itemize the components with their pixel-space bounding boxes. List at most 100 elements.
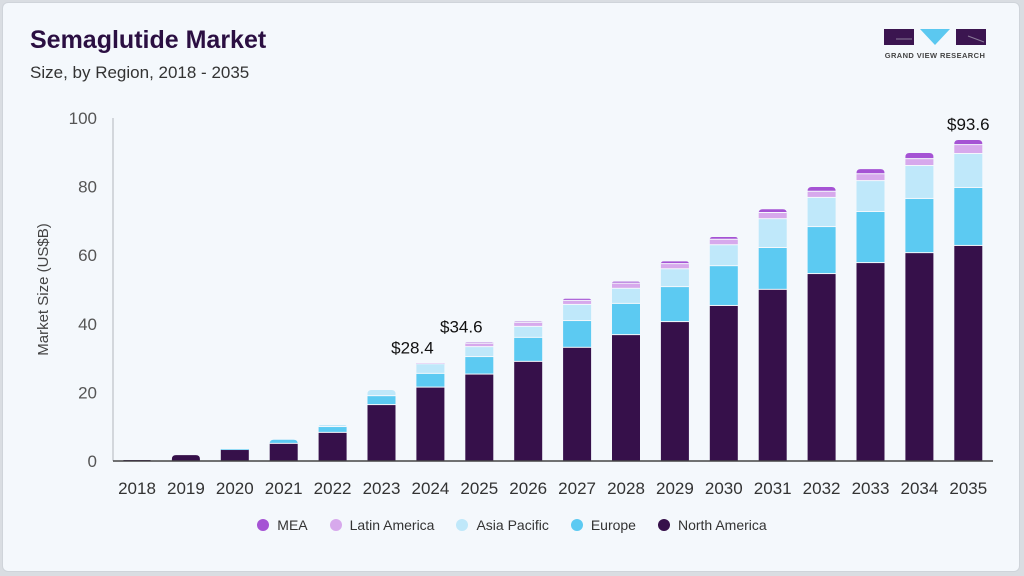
bar-segment-europe (367, 396, 396, 405)
legend-swatch-icon (456, 519, 469, 531)
bar-segment-asia-pacific (905, 166, 934, 198)
bar-segment-latin-america (416, 363, 445, 365)
legend-item-north-america[interactable]: North America (657, 517, 767, 533)
legend-label: Asia Pacific (476, 517, 549, 533)
data-label-total: $34.6 (440, 317, 483, 336)
x-tick-label: 2034 (900, 479, 938, 498)
bar-segment-latin-america (856, 174, 885, 181)
bar-segment-north-america (269, 443, 298, 461)
x-tick-label: 2020 (216, 479, 254, 498)
bar-segment-europe (612, 303, 640, 335)
legend-swatch-icon (329, 519, 342, 531)
bar-segment-asia-pacific (660, 269, 689, 287)
bar-segment-north-america (954, 245, 983, 461)
y-tick-label: 100 (69, 109, 97, 128)
bar-segment-latin-america (612, 283, 640, 288)
bar-segment-europe (416, 373, 445, 387)
bar-segment-mea (905, 152, 934, 159)
x-tick-label: 2027 (558, 479, 596, 498)
bar-segment-north-america (416, 387, 445, 461)
bar-segment-latin-america (954, 145, 983, 154)
chart-title: Semaglutide Market (30, 26, 267, 54)
bar-segment-north-america (514, 361, 543, 461)
legend-item-asia-pacific[interactable]: Asia Pacific (456, 517, 549, 533)
bar-segment-latin-america (563, 300, 592, 304)
bar-segment-europe (758, 247, 787, 289)
bar-segment-north-america (807, 274, 836, 461)
bar-segment-europe (465, 357, 494, 374)
bar-segment-latin-america (807, 191, 836, 197)
x-tick-label: 2031 (754, 479, 792, 498)
bar-segment-north-america (465, 374, 494, 461)
bar-segment-north-america (856, 263, 885, 461)
y-tick-label: 80 (78, 178, 97, 197)
logo-mark-icon (884, 29, 986, 45)
legend-label: Europe (590, 517, 636, 533)
bar-segment-mea (954, 139, 983, 145)
legend: MEA Latin America Asia Pacific Europe North … (0, 517, 1024, 533)
legend-label: MEA (277, 517, 308, 533)
bar-segment-asia-pacific (709, 245, 738, 266)
legend-item-europe[interactable]: Europe (570, 517, 636, 533)
bar-segment-europe (514, 337, 543, 361)
bar-segment-asia-pacific (563, 304, 592, 321)
bar-segment-europe (954, 187, 983, 245)
data-label-total: $93.6 (947, 115, 990, 134)
legend-swatch-icon (570, 519, 583, 531)
bar-segment-asia-pacific (416, 364, 445, 373)
bar-segment-asia-pacific (954, 154, 983, 187)
bar-segment-north-america (612, 335, 640, 461)
x-tick-label: 2025 (460, 479, 498, 498)
x-tick-label: 2028 (607, 479, 645, 498)
y-tick-label: 0 (88, 452, 97, 471)
grand-view-research-logo: GRAND VIEW RESEARCH (884, 28, 986, 60)
x-tick-label: 2030 (705, 479, 743, 498)
y-tick-label: 20 (78, 383, 97, 402)
legend-item-mea[interactable]: MEA (257, 517, 308, 533)
bar-segment-mea (660, 261, 689, 265)
x-tick-label: 2023 (363, 479, 401, 498)
bar-segment-north-america (660, 322, 689, 461)
bar-segment-latin-america (709, 239, 738, 245)
x-tick-label: 2029 (656, 479, 694, 498)
bar-segment-north-america (905, 253, 934, 461)
chart-subtitle: Size, by Region, 2018 - 2035 (30, 63, 250, 82)
data-label-total: $28.4 (391, 339, 434, 358)
logo-text: GRAND VIEW RESEARCH (884, 51, 986, 60)
y-tick-label: 60 (78, 246, 97, 265)
bar-segment-latin-america (660, 264, 689, 269)
legend-swatch-icon (657, 519, 670, 531)
y-tick-label: 40 (78, 315, 97, 334)
bar-segment-europe (807, 227, 836, 274)
bar-segment-asia-pacific (465, 347, 494, 357)
bar-segment-mea (856, 169, 885, 174)
bar-segment-mea (758, 209, 787, 214)
bar-segment-latin-america (758, 213, 787, 219)
bar-segment-asia-pacific (807, 197, 836, 227)
bar-segment-europe (269, 439, 298, 444)
bar-segment-europe (905, 198, 934, 253)
bar-segment-asia-pacific (612, 288, 640, 303)
x-tick-label: 2032 (803, 479, 841, 498)
bar-segment-mea (563, 298, 592, 301)
bar-segment-north-america (171, 455, 200, 461)
legend-label: North America (677, 517, 767, 533)
bar-segment-north-america (563, 347, 592, 461)
legend-item-latin-america[interactable]: Latin America (329, 517, 435, 533)
legend-label: Latin America (349, 517, 435, 533)
x-tick-label: 2024 (411, 479, 449, 498)
legend-swatch-icon (257, 519, 270, 531)
x-tick-label: 2035 (949, 479, 987, 498)
bar-segment-north-america (758, 289, 787, 461)
bar-segment-europe (660, 287, 689, 322)
x-tick-label: 2026 (509, 479, 547, 498)
bar-segment-europe (856, 211, 885, 263)
bar-segment-latin-america (514, 322, 543, 326)
x-tick-label: 2019 (167, 479, 205, 498)
bar-segment-europe (318, 427, 347, 432)
x-tick-label: 2022 (314, 479, 352, 498)
bar-segment-north-america (367, 405, 396, 461)
bar-segment-latin-america (905, 159, 934, 166)
